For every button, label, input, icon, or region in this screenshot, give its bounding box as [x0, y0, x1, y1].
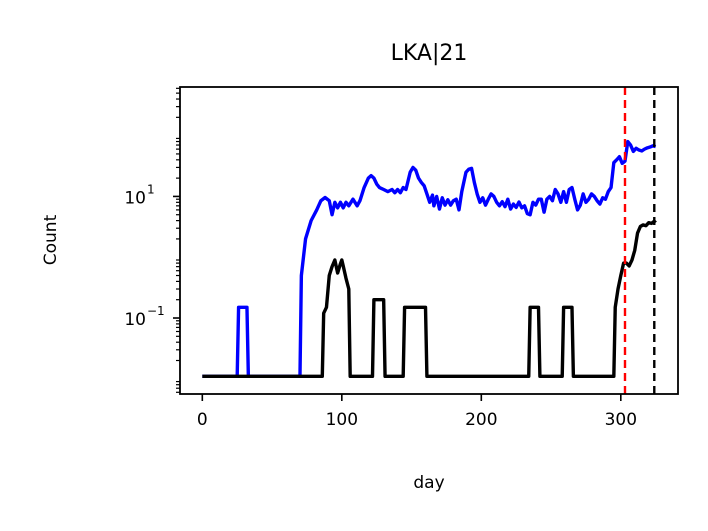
x-axis: 0 100 200 300 [197, 394, 637, 430]
y-tick-label-0: 10 [124, 310, 146, 330]
y-tick-exponent-1: 1 [147, 182, 155, 196]
x-axis-label: day [413, 473, 444, 493]
x-tick-label-1: 100 [326, 410, 358, 430]
y-tick-exponent-0: −1 [147, 304, 165, 318]
y-tick-label-1: 10 [124, 188, 146, 208]
plot-area [202, 87, 657, 394]
chart-title: LKA|21 [391, 41, 468, 66]
x-tick-label-2: 200 [465, 410, 497, 430]
plot-frame [179, 86, 679, 395]
series-line-0 [202, 139, 657, 378]
x-tick-label-3: 300 [605, 410, 637, 430]
series-line-1 [202, 219, 657, 378]
x-tick-label-0: 0 [197, 410, 208, 430]
y-axis-label: Count [41, 214, 61, 265]
